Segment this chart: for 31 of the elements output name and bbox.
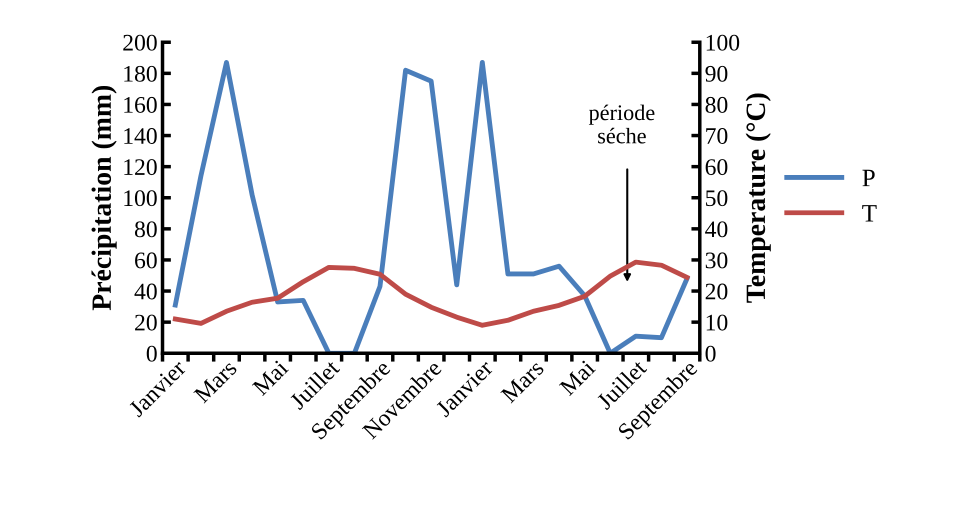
annotation: période séche: [588, 104, 654, 144]
y-tick-label: 120: [124, 159, 157, 176]
y-tick-label: 60: [135, 252, 157, 268]
x-tick-label: Mai: [252, 358, 290, 396]
y2-axis-title: Temperature (°C): [746, 93, 771, 303]
legend-label: P: [862, 170, 875, 186]
line-series: [172, 260, 690, 328]
y2-tick-label: 50: [706, 190, 728, 206]
y2-tick-label: 10: [706, 314, 728, 331]
y-tick-label: 200: [123, 34, 157, 51]
y-tick-label: 140: [124, 128, 157, 144]
y2-tick-label: 80: [706, 96, 728, 113]
y2-tick-label: 40: [705, 221, 728, 238]
line-series: [172, 60, 690, 354]
y2-tick-label: 20: [706, 284, 728, 300]
y-tick-label: 0: [146, 346, 157, 362]
y2-tick-label: 90: [705, 66, 728, 82]
y-tick-label: 100: [124, 190, 157, 206]
y2-tick-label: 0: [706, 346, 716, 362]
y-axis-title: Précipitation (mm): [91, 86, 117, 310]
y2-tick-label: 30: [706, 252, 728, 268]
x-tick-label: Mai: [558, 358, 596, 396]
y-tick-label: 180: [124, 66, 157, 82]
y2-tick-label: 70: [706, 128, 728, 144]
y-tick-label: 80: [134, 221, 157, 238]
y2-tick-label: 100: [706, 34, 740, 51]
y-tick-label: 40: [134, 284, 157, 300]
legend-label: T: [862, 205, 877, 222]
y2-tick-label: 60: [706, 159, 728, 176]
y-tick-label: 160: [124, 96, 157, 113]
y-tick-label: 20: [135, 314, 157, 331]
